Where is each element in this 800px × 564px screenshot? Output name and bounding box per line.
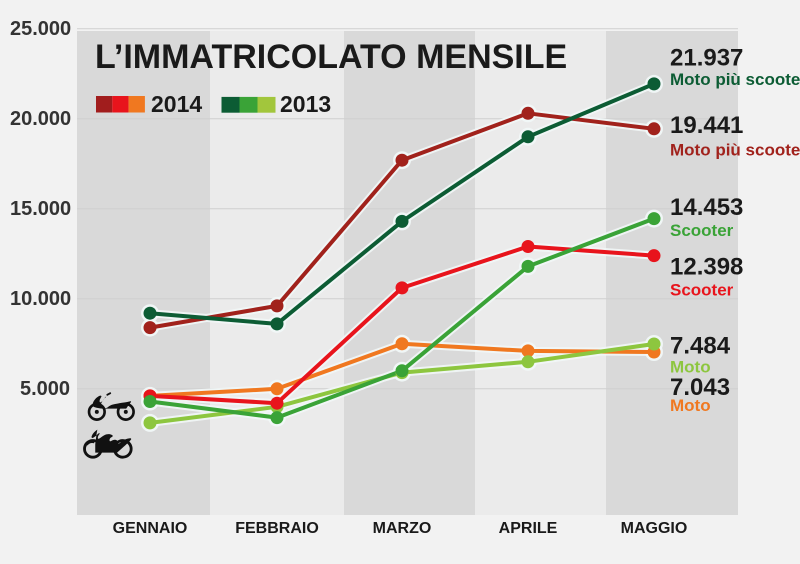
svg-text:19.441: 19.441: [670, 112, 743, 139]
svg-text:2013: 2013: [280, 91, 331, 117]
svg-text:Moto più scooter: Moto più scooter: [670, 70, 800, 89]
svg-text:20.000: 20.000: [10, 108, 71, 130]
svg-text:25.000: 25.000: [10, 18, 71, 40]
svg-text:14.453: 14.453: [670, 194, 743, 221]
svg-text:MAGGIO: MAGGIO: [621, 520, 688, 537]
svg-text:GENNAIO: GENNAIO: [113, 520, 188, 537]
svg-text:5.000: 5.000: [20, 378, 70, 400]
svg-text:Scooter: Scooter: [670, 280, 734, 299]
svg-text:MARZO: MARZO: [373, 520, 432, 537]
svg-text:10.000: 10.000: [10, 288, 71, 310]
svg-text:21.937: 21.937: [670, 44, 743, 71]
svg-text:APRILE: APRILE: [499, 520, 558, 537]
svg-text:7.484: 7.484: [670, 333, 731, 360]
svg-text:Scooter: Scooter: [670, 221, 734, 240]
svg-text:12.398: 12.398: [670, 254, 743, 281]
svg-text:2014: 2014: [151, 91, 202, 117]
svg-text:Moto: Moto: [670, 396, 711, 415]
svg-text:Moto più scooter: Moto più scooter: [670, 140, 800, 159]
svg-text:L’IMMATRICOLATO MENSILE: L’IMMATRICOLATO MENSILE: [95, 38, 567, 76]
svg-text:FEBBRAIO: FEBBRAIO: [235, 520, 319, 537]
svg-text:15.000: 15.000: [10, 198, 71, 220]
